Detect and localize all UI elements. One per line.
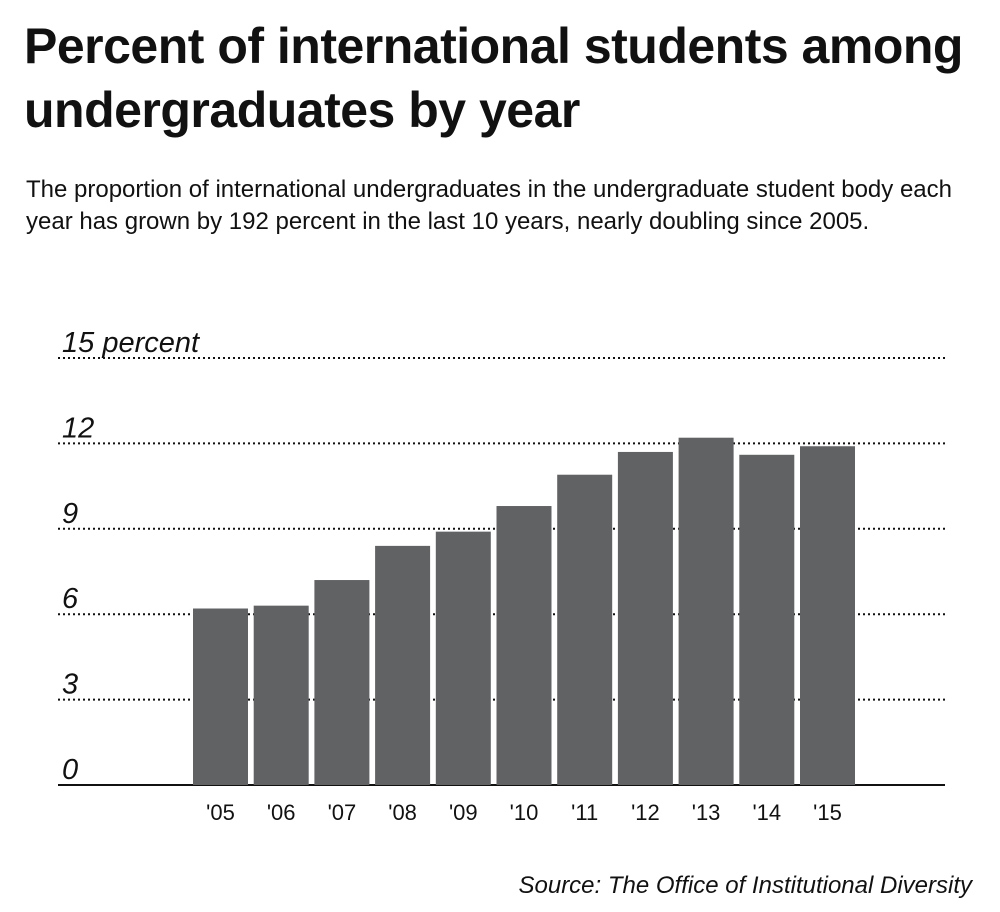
y-tick-label: 3 xyxy=(62,669,78,701)
y-tick-label: 0 xyxy=(62,754,78,786)
x-tick-label: '07 xyxy=(328,800,357,825)
bar xyxy=(496,506,552,785)
x-tick-label: '10 xyxy=(510,800,539,825)
bar xyxy=(314,580,370,785)
bar xyxy=(678,437,734,785)
x-tick-label: '11 xyxy=(571,800,598,825)
x-tick-label: '05 xyxy=(206,800,235,825)
y-tick-label: 9 xyxy=(62,498,78,530)
x-tick-label: '15 xyxy=(813,800,842,825)
x-tick-label: '14 xyxy=(752,800,781,825)
y-tick-label: 15 percent xyxy=(62,327,201,359)
y-tick-label: 12 xyxy=(62,412,94,444)
bar xyxy=(800,446,855,785)
bar xyxy=(375,545,431,785)
bar xyxy=(435,531,491,785)
chart-subtitle: The proportion of international undergra… xyxy=(26,176,952,235)
bar xyxy=(617,451,673,785)
bar xyxy=(253,605,309,785)
x-tick-label: '13 xyxy=(692,800,721,825)
y-tick-label: 6 xyxy=(62,583,79,615)
bar xyxy=(739,454,795,785)
chart-title: Percent of international students among … xyxy=(24,18,963,138)
x-tick-label: '06 xyxy=(267,800,296,825)
x-tick-label: '09 xyxy=(449,800,478,825)
bar xyxy=(193,608,248,785)
source-note: Source: The Office of Institutional Dive… xyxy=(518,872,974,899)
x-tick-label: '12 xyxy=(631,800,660,825)
bar xyxy=(557,474,613,785)
x-tick-label: '08 xyxy=(388,800,417,825)
